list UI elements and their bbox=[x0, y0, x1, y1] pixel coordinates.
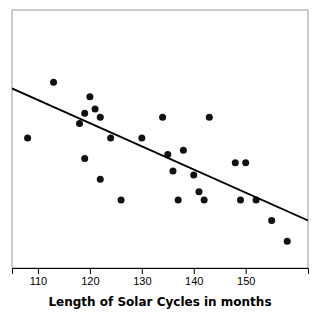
x-tick: 130 bbox=[133, 268, 151, 287]
scatter-point bbox=[81, 155, 88, 162]
scatter-point bbox=[190, 172, 197, 179]
scatter-point bbox=[232, 159, 239, 166]
scatter-point bbox=[97, 176, 104, 183]
scatter-point bbox=[169, 167, 176, 174]
x-tick: 150 bbox=[237, 268, 255, 287]
plot-area: 110 120 130 140 150 bbox=[12, 10, 309, 287]
scatter-point bbox=[180, 147, 187, 154]
x-tick-mark bbox=[142, 268, 143, 274]
x-tick-mark bbox=[38, 268, 39, 274]
scatter-point bbox=[175, 196, 182, 203]
chart-svg: 110 120 130 140 150 Length of Solar Cycles in… bbox=[0, 0, 320, 320]
scatter-point bbox=[107, 134, 114, 141]
x-tick-mark bbox=[90, 268, 91, 274]
x-tick-label: 150 bbox=[237, 275, 255, 287]
x-tick: 140 bbox=[185, 268, 203, 287]
scatter-point bbox=[97, 114, 104, 121]
x-tick-mark bbox=[194, 268, 195, 274]
trend-line bbox=[12, 88, 308, 220]
x-tick-label: 120 bbox=[81, 275, 99, 287]
x-axis-line bbox=[13, 269, 309, 275]
scatter-point bbox=[195, 188, 202, 195]
x-tick-label: 130 bbox=[133, 275, 151, 287]
scatter-point bbox=[242, 159, 249, 166]
scatter-point bbox=[201, 196, 208, 203]
scatter-point bbox=[284, 238, 291, 245]
x-tick-label: 110 bbox=[30, 275, 48, 287]
scatter-point bbox=[86, 93, 93, 100]
marks bbox=[12, 79, 308, 245]
x-tick-label: 140 bbox=[185, 275, 203, 287]
scatter-point bbox=[159, 114, 166, 121]
scatter-point bbox=[138, 134, 145, 141]
plot-frame bbox=[12, 10, 308, 268]
scatter-point bbox=[118, 196, 125, 203]
scatter-point bbox=[237, 196, 244, 203]
scatter-point bbox=[24, 134, 31, 141]
scatter-point bbox=[76, 120, 83, 127]
chart-container: 110 120 130 140 150 Length of Solar Cycles in… bbox=[0, 0, 320, 320]
scatter-point bbox=[50, 79, 57, 86]
scatter-point bbox=[92, 106, 99, 113]
x-tick-mark bbox=[246, 268, 247, 274]
x-tick: 120 bbox=[81, 268, 99, 287]
x-axis-title: Length of Solar Cycles in months bbox=[48, 295, 271, 309]
scatter-point bbox=[206, 114, 213, 121]
scatter-point bbox=[81, 110, 88, 117]
x-tick: 110 bbox=[30, 268, 48, 287]
scatter-point bbox=[268, 217, 275, 224]
x-axis: 110 120 130 140 150 bbox=[13, 268, 309, 287]
